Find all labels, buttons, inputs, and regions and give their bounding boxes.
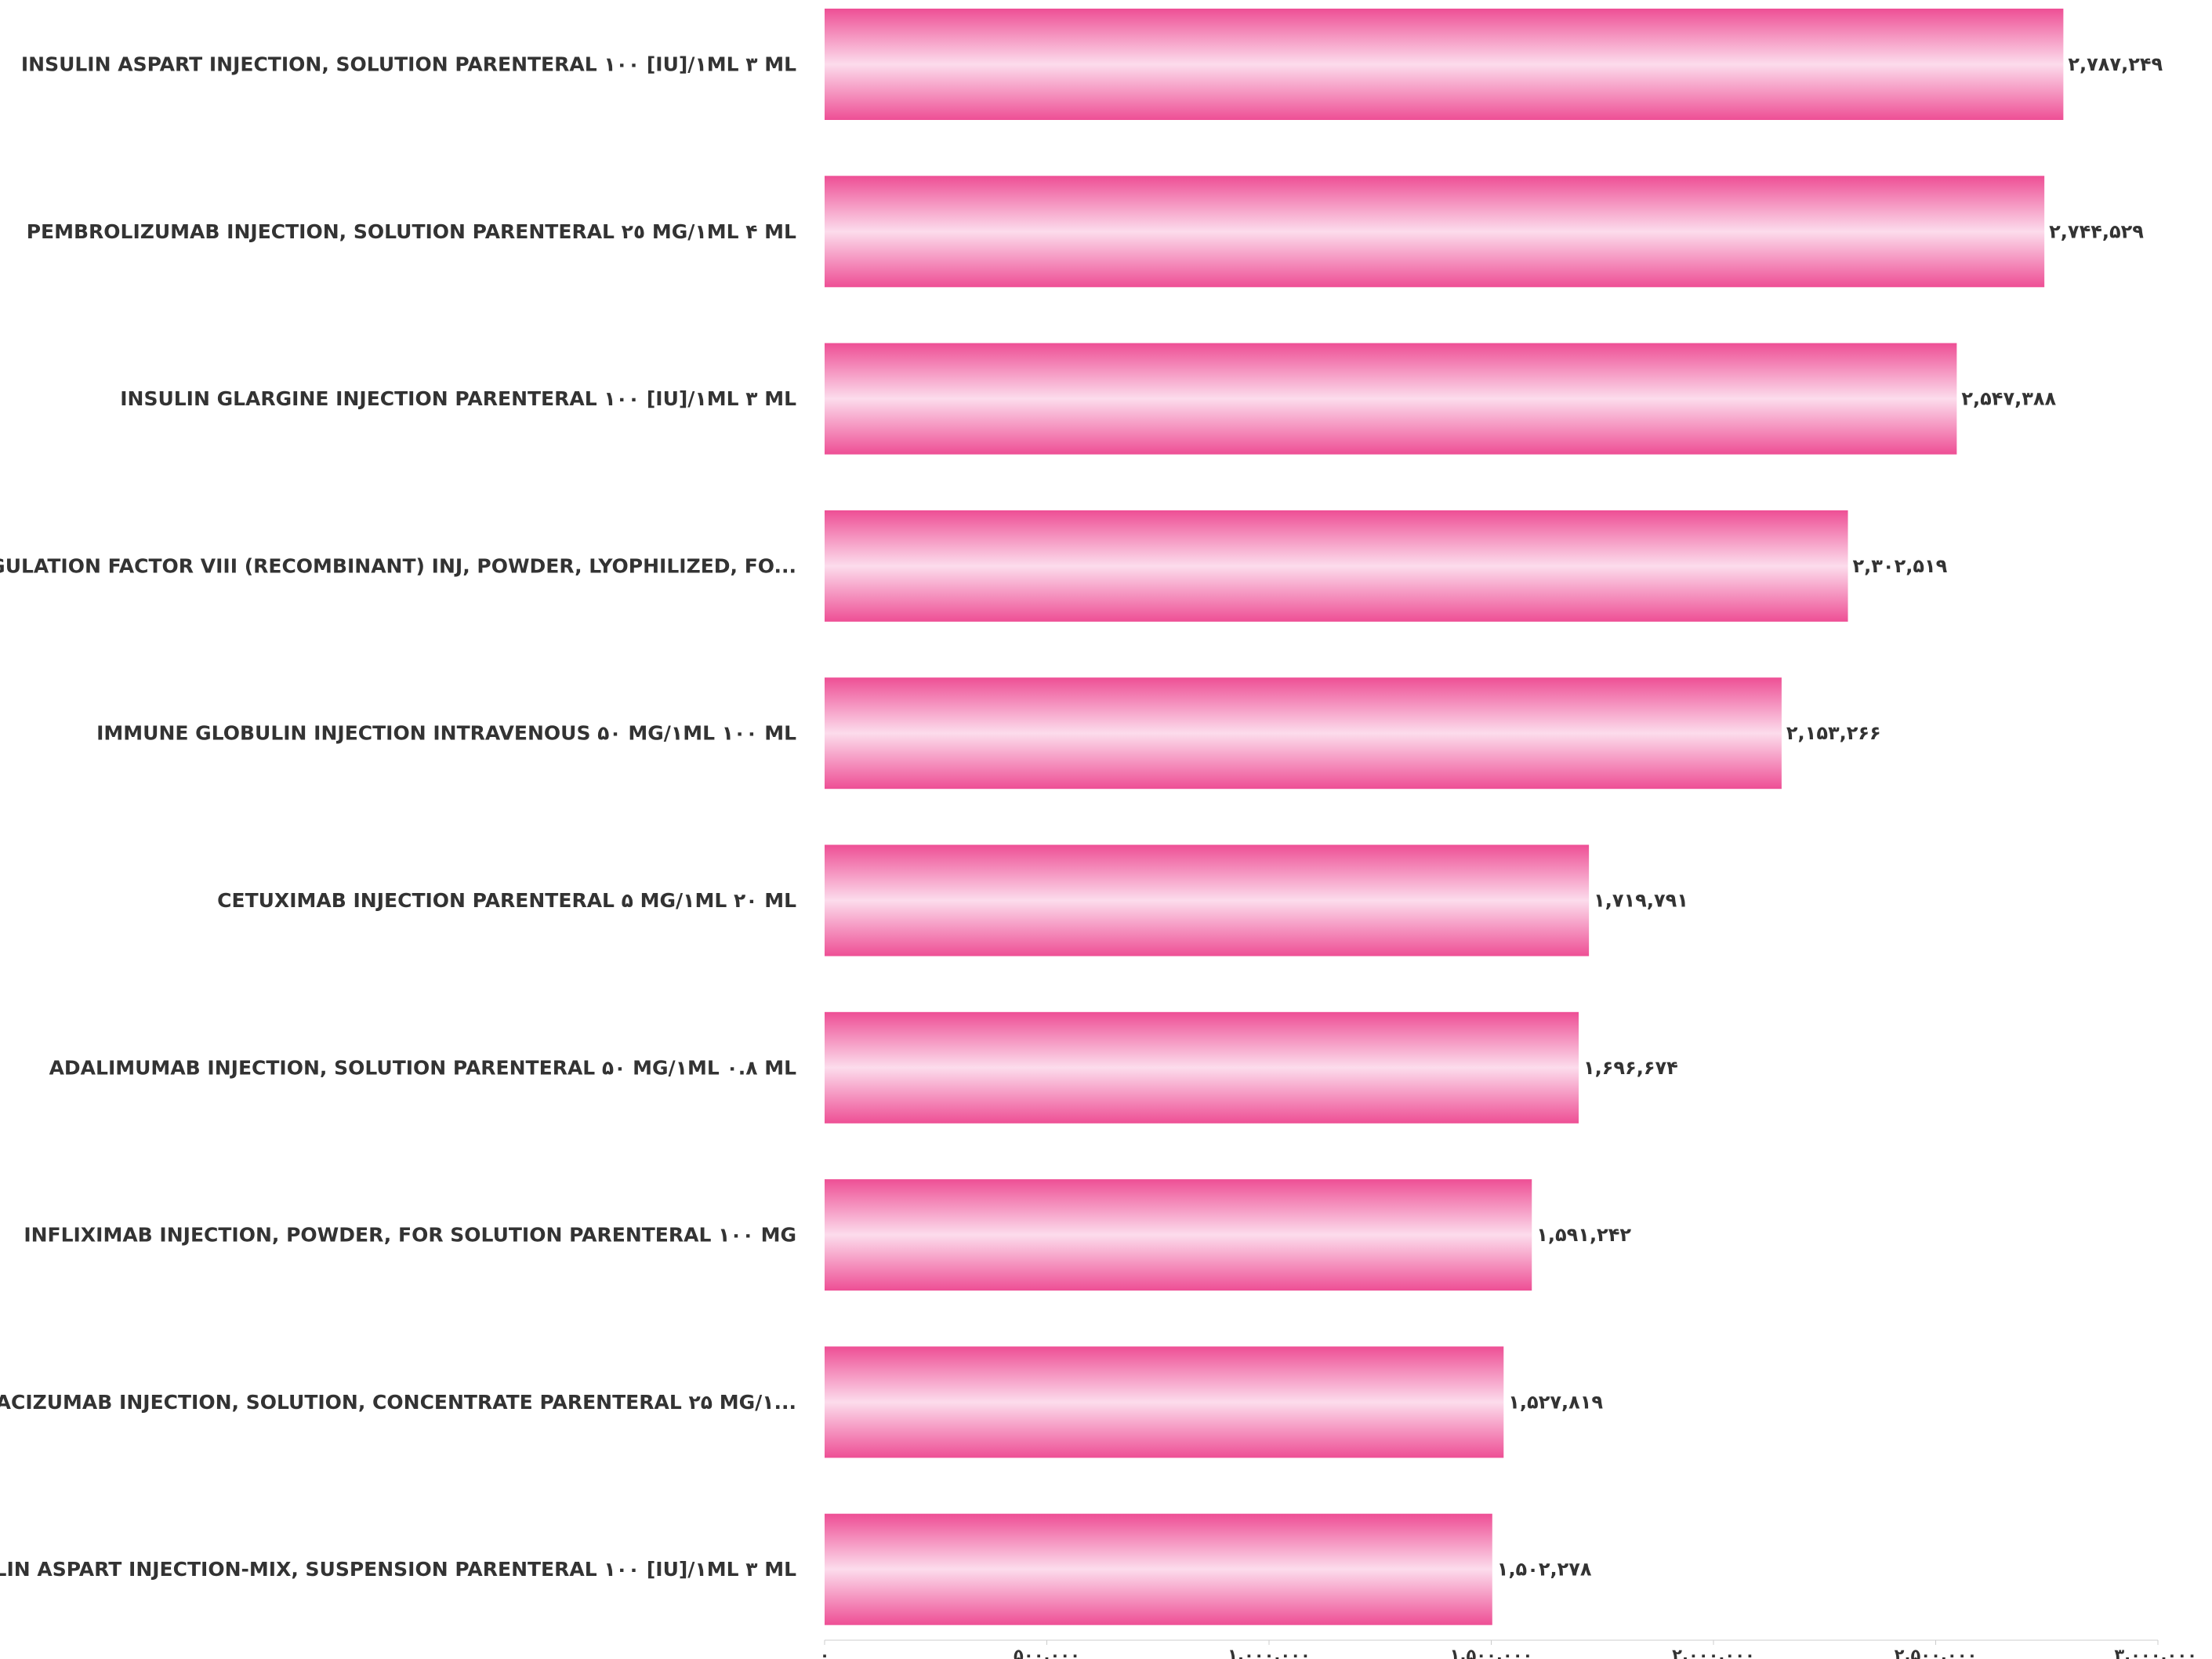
category-label-6: CETUXIMAB INJECTION PARENTERAL ۵ MG/١ML … bbox=[217, 889, 796, 912]
value-label-7: ١,۶٩۶,۶٧۴ bbox=[1583, 1057, 1678, 1079]
value-label-9: ١,۵٢٧,٨١٩ bbox=[1508, 1391, 1603, 1413]
x-tick-label-6: ٢,۵٠٠,٠٠٠ bbox=[1895, 1646, 1978, 1659]
category-label-9: BEVACIZUMAB INJECTION, SOLUTION, CONCENT… bbox=[0, 1391, 796, 1414]
value-label-10: ١,۵٠٢,٢٧٨ bbox=[1497, 1559, 1592, 1581]
bar-6 bbox=[825, 844, 1590, 957]
bar-5 bbox=[825, 677, 1782, 790]
category-label-2: PEMBROLIZUMAB INJECTION, SOLUTION PARENT… bbox=[27, 220, 796, 243]
category-label-1: INSULIN ASPART INJECTION, SOLUTION PAREN… bbox=[21, 53, 796, 76]
value-label-3: ٢,۵۴٧,٣٨٨ bbox=[1961, 388, 2056, 410]
category-label-4: -COAGULATION FACTOR VIII (RECOMBINANT) I… bbox=[0, 554, 796, 577]
value-label-4: ٢,٣٠٢,۵١٩ bbox=[1853, 555, 1948, 577]
bar-8 bbox=[825, 1179, 1532, 1291]
category-label-8: INFLIXIMAB INJECTION, POWDER, FOR SOLUTI… bbox=[24, 1224, 796, 1247]
value-label-8: ١,۵٩١,٢۴٢ bbox=[1536, 1224, 1631, 1246]
x-tick-label-5: ٢,٠٠٠,٠٠٠ bbox=[1672, 1646, 1755, 1659]
bar-9 bbox=[825, 1346, 1504, 1458]
value-label-5: ٢,١۵٣,٢۶۶ bbox=[1786, 722, 1881, 744]
x-tick-label-4: ١,۵٠٠,٠٠٠ bbox=[1450, 1646, 1533, 1659]
value-label-2: ٢,٧۴۴,۵٢٩ bbox=[2049, 220, 2144, 242]
bar-3 bbox=[825, 343, 1957, 455]
bar-1 bbox=[825, 9, 2064, 120]
category-labels: INSULIN ASPART INJECTION, SOLUTION PAREN… bbox=[0, 53, 796, 1581]
bar-10 bbox=[825, 1513, 1492, 1625]
category-label-3: INSULIN GLARGINE INJECTION PARENTERAL ١٠… bbox=[120, 387, 796, 410]
value-labels: ٢,٧٨٧,٢۴٩ ٢,٧۴۴,۵٢٩ ٢,۵۴٧,٣٨٨ ٢,٣٠٢,۵١٩ ٢,١۵… bbox=[1497, 53, 2163, 1581]
bar-2 bbox=[825, 176, 2045, 288]
category-label-5: IMMUNE GLOBULIN INJECTION INTRAVENOUS ۵٠… bbox=[96, 722, 796, 745]
x-tick-label-7: ٣,٠٠٠,٠٠٠ bbox=[2114, 1646, 2197, 1659]
x-tick-label-1: ٠ bbox=[820, 1646, 830, 1659]
x-tick-label-3: ١,٠٠٠,٠٠٠ bbox=[1227, 1646, 1311, 1659]
bar-7 bbox=[825, 1011, 1579, 1124]
bars-layer bbox=[825, 9, 2064, 1625]
category-label-7: ADALIMUMAB INJECTION, SOLUTION PARENTERA… bbox=[49, 1056, 796, 1079]
x-axis: ٠ ۵٠٠,٠٠٠ ١,٠٠٠,٠٠٠ ١,۵٠٠,٠٠٠ ٢,٠٠٠,٠٠٠ ٢,۵٠٠… bbox=[820, 1639, 2197, 1659]
x-tick-label-2: ۵٠٠,٠٠٠ bbox=[1014, 1646, 1080, 1659]
value-label-1: ٢,٧٨٧,٢۴٩ bbox=[2068, 53, 2163, 75]
bar-4 bbox=[825, 510, 1848, 622]
category-label-10: INSULIN ASPART INJECTION-MIX, SUSPENSION… bbox=[0, 1558, 796, 1581]
value-label-6: ١,٧١٩,٧٩١ bbox=[1594, 890, 1688, 912]
